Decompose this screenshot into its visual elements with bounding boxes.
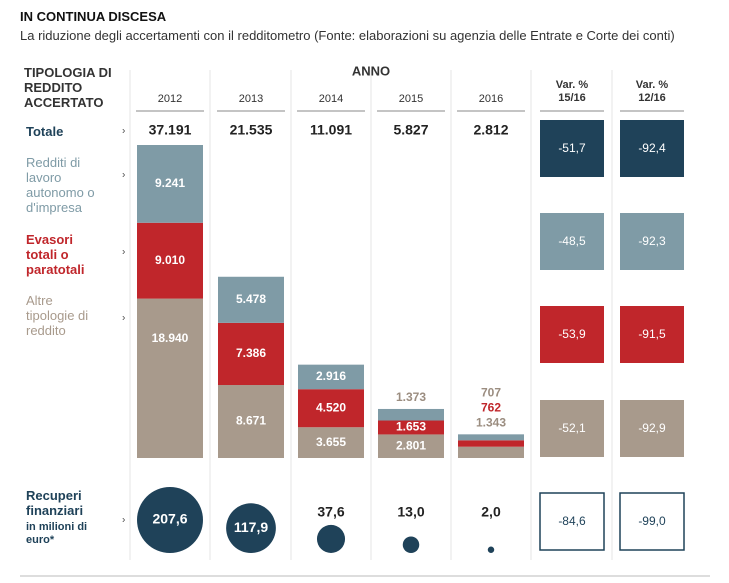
- value-label: 762: [481, 401, 501, 415]
- value-label: 2.801: [396, 438, 426, 452]
- variation-box: [620, 213, 684, 270]
- value-label: 707: [481, 386, 501, 400]
- value-label: 18.940: [152, 331, 189, 345]
- bubble-label: 37,6: [317, 504, 344, 520]
- bubble: [402, 536, 420, 553]
- bubble: [226, 503, 276, 553]
- value-label: 8.671: [236, 414, 266, 428]
- bubble-label: 13,0: [397, 504, 424, 520]
- variation-box: [540, 306, 604, 363]
- total-label: 5.827: [393, 122, 428, 138]
- variation-label: -99,0: [638, 514, 666, 528]
- variation-label: -51,7: [558, 141, 586, 155]
- value-label: 4.520: [316, 400, 346, 414]
- bubble-label: 207,6: [152, 511, 187, 527]
- value-label: 1.343: [476, 416, 506, 430]
- value-label: 9.241: [155, 176, 185, 190]
- legend-label: Redditi di lavoro autonomo o d'impresa: [26, 155, 95, 215]
- bar-segment: [458, 434, 524, 441]
- variation-label: -48,5: [558, 234, 586, 248]
- row-header: TIPOLOGIA DI REDDITO ACCERTATO: [24, 65, 112, 110]
- x-tick-label: 2013: [239, 93, 263, 105]
- variation-label: -53,9: [558, 327, 586, 341]
- variation-header: Var. % 15/16: [556, 79, 589, 104]
- bubble-label: 117,9: [234, 519, 268, 535]
- bar-segment: [298, 364, 364, 390]
- chevrons: › › › › ›: [122, 126, 125, 526]
- svg-text:›: ›: [122, 126, 125, 137]
- variation-label: -92,3: [638, 234, 666, 248]
- bar-segment: [218, 276, 284, 323]
- variation-label: -84,6: [558, 514, 586, 528]
- bar-segment: [378, 420, 444, 435]
- bubble: [487, 546, 495, 554]
- bubble-label: 2,0: [481, 504, 501, 520]
- column-separators: [129, 70, 613, 560]
- svg-text:›: ›: [122, 170, 125, 181]
- x-tick-label: 2015: [399, 93, 423, 105]
- x-tick-label: 2016: [479, 93, 503, 105]
- variation-box: [620, 306, 684, 363]
- variation-box: [540, 400, 604, 457]
- variation-header: Var. % 12/16: [636, 79, 669, 104]
- bar-segment: [137, 298, 203, 458]
- bar-segment: [458, 446, 524, 458]
- variation-box: [620, 120, 684, 177]
- bar-segment: [298, 389, 364, 428]
- bar-segment: [378, 408, 444, 421]
- total-label: 2.812: [473, 122, 508, 138]
- x-tick-label: 2014: [319, 93, 343, 105]
- recoveries-name: Recuperi finanziari: [26, 488, 84, 518]
- value-label: 1.653: [396, 420, 426, 434]
- bar-segment: [378, 434, 444, 458]
- svg-text:›: ›: [122, 313, 125, 324]
- total-label: 37.191: [149, 122, 192, 138]
- svg-text:›: ›: [122, 247, 125, 258]
- variation-label: -92,9: [638, 421, 666, 435]
- value-label: 5.478: [236, 292, 266, 306]
- svg-text:›: ›: [122, 515, 125, 526]
- bubble: [137, 487, 203, 553]
- value-label: 9.010: [155, 253, 185, 267]
- variation-box: [619, 492, 685, 551]
- subtitle: La riduzione degli accertamenti con il r…: [20, 28, 675, 43]
- value-label: 3.655: [316, 435, 346, 449]
- bar-segment: [218, 385, 284, 458]
- bar-segment: [137, 222, 203, 299]
- value-label: 2.916: [316, 369, 346, 383]
- legend-label: Evasori totali o paratotali: [26, 232, 85, 277]
- bar-segment: [137, 145, 203, 223]
- bar-segment: [218, 322, 284, 386]
- variation-label: -91,5: [638, 327, 666, 341]
- value-label: 1.373: [396, 390, 426, 404]
- title: IN CONTINUA DISCESA: [20, 9, 167, 24]
- total-label: 11.091: [310, 122, 352, 138]
- column-header: ANNO: [352, 63, 390, 78]
- variation-box: [620, 400, 684, 457]
- bar-segment: [298, 427, 364, 458]
- bar-segment: [458, 440, 524, 447]
- variation-box: [540, 213, 604, 270]
- bubble: [316, 524, 346, 553]
- recoveries-unit: in milioni di euro*: [26, 521, 88, 546]
- variation-label: -92,4: [638, 141, 666, 155]
- value-label: 7.386: [236, 346, 266, 360]
- variation-box: [540, 120, 604, 177]
- legend-label: Altre tipologie di reddito: [26, 293, 89, 338]
- variation-box: [539, 492, 605, 551]
- variation-label: -52,1: [558, 421, 586, 435]
- total-name: Totale: [26, 124, 64, 139]
- total-label: 21.535: [230, 122, 273, 138]
- x-tick-label: 2012: [158, 93, 182, 105]
